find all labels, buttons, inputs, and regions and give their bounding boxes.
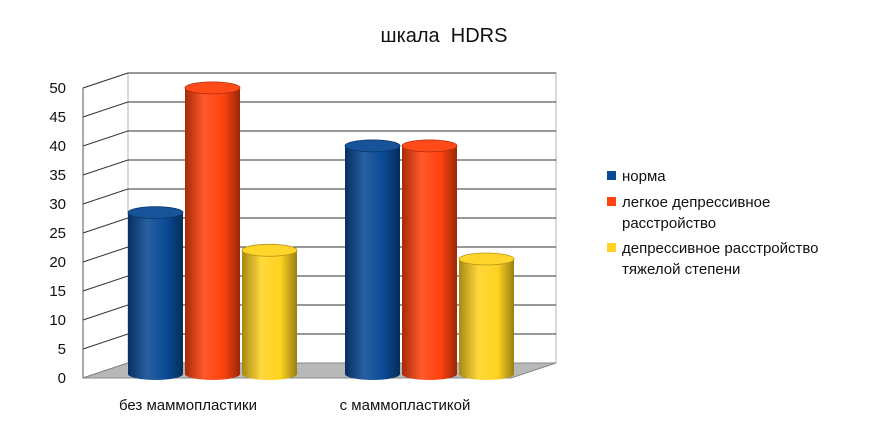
gridline xyxy=(82,101,129,118)
y-tick-label: 45 xyxy=(49,109,66,126)
legend: норма легкое депрессивное расстройство депр… xyxy=(607,168,819,278)
legend-label: норма xyxy=(622,168,666,185)
bar xyxy=(344,139,401,380)
y-tick-label: 0 xyxy=(58,370,66,387)
bar-top xyxy=(127,206,184,220)
gridline xyxy=(82,130,129,147)
gridline xyxy=(82,159,129,176)
legend-label: депрессивное расстройство xyxy=(622,240,819,257)
gridline xyxy=(82,246,129,263)
gridline xyxy=(82,72,129,89)
legend-label: легкое депрессивное xyxy=(622,194,770,211)
y-tick-label: 20 xyxy=(49,254,66,271)
legend-swatch xyxy=(607,243,616,252)
legend-item: норма xyxy=(607,168,666,185)
y-tick-label: 40 xyxy=(49,138,66,155)
bar xyxy=(241,243,298,380)
bar xyxy=(401,139,458,380)
bar xyxy=(127,206,184,380)
bar-top xyxy=(458,252,515,266)
x-category-label: без маммопластики xyxy=(119,397,257,414)
y-tick-label: 10 xyxy=(49,312,66,329)
legend-label: расстройство xyxy=(622,215,716,232)
y-tick-label: 30 xyxy=(49,196,66,213)
bar-top xyxy=(184,81,241,95)
gridline xyxy=(82,275,129,292)
y-tick-label: 15 xyxy=(49,283,66,300)
x-category-label: с маммопластикой xyxy=(340,397,471,414)
gridline xyxy=(82,217,129,234)
legend-item: депрессивное расстройство тяжелой степени xyxy=(607,240,819,278)
legend-item: легкое депрессивное расстройство xyxy=(607,194,770,232)
bar-top xyxy=(344,139,401,153)
bar-top xyxy=(241,243,298,257)
bar xyxy=(458,252,515,380)
gridline xyxy=(82,188,129,205)
plot-area: 0 5 10 15 20 25 30 35 40 45 50 без маммопластики с м… xyxy=(49,72,557,414)
legend-swatch xyxy=(607,171,616,180)
bar xyxy=(184,81,241,380)
legend-label: тяжелой степени xyxy=(622,261,740,278)
y-tick-label: 5 xyxy=(58,341,66,358)
gridline xyxy=(82,333,129,350)
chart-title: шкала HDRS xyxy=(381,25,508,47)
y-tick-label: 35 xyxy=(49,167,66,184)
gridline xyxy=(82,304,129,321)
legend-swatch xyxy=(607,197,616,206)
y-tick-label: 25 xyxy=(49,225,66,242)
y-tick-label: 50 xyxy=(49,80,66,97)
bar-top xyxy=(401,139,458,153)
